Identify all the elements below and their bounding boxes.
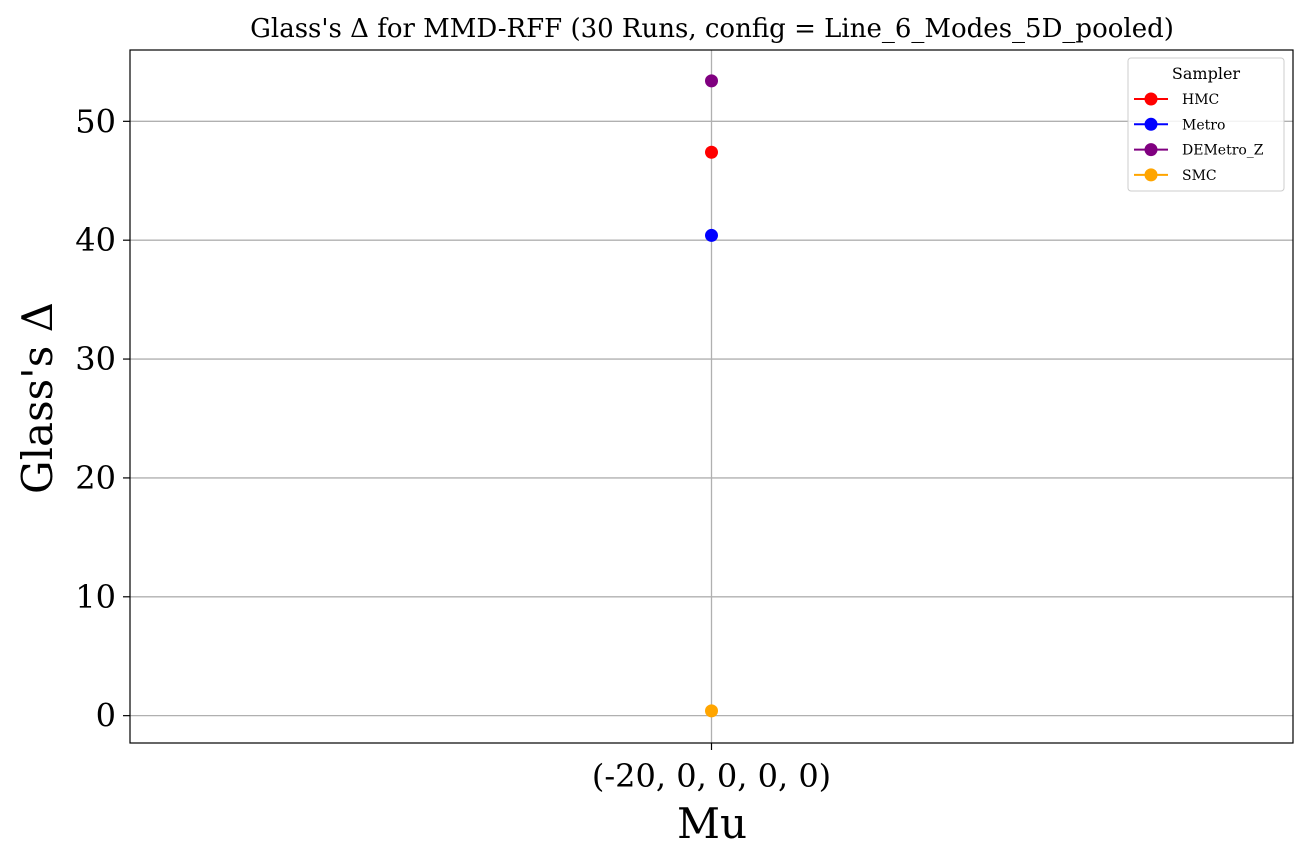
chart-title: Glass's Δ for MMD-RFF (30 Runs, config =… xyxy=(250,14,1174,44)
y-axis-label: Glass's Δ xyxy=(13,302,62,494)
y-axis-ticks: 0 10 20 30 40 50 xyxy=(75,102,130,735)
x-tick-label: (-20, 0, 0, 0, 0) xyxy=(592,757,831,795)
y-tick-label: 50 xyxy=(75,102,116,140)
legend-label-hmc: HMC xyxy=(1182,92,1219,108)
legend-entries: HMC Metro DEMetro_Z SMC xyxy=(1134,92,1264,184)
legend-box xyxy=(1127,57,1285,192)
point-demetro-z xyxy=(705,74,718,88)
legend-marker-demetro-z xyxy=(1144,143,1158,157)
point-metro xyxy=(705,228,718,242)
y-tick-label: 20 xyxy=(75,459,116,497)
legend-marker-smc xyxy=(1144,168,1158,182)
point-smc xyxy=(705,704,718,718)
y-tick-label: 0 xyxy=(96,697,116,735)
y-tick-label: 10 xyxy=(75,578,116,616)
legend: Sampler HMC Metro DEMetro_Z SMC xyxy=(1127,57,1285,192)
y-tick-label: 40 xyxy=(75,221,116,259)
legend-title: Sampler xyxy=(1172,64,1241,83)
y-tick-label: 30 xyxy=(75,340,116,378)
legend-marker-metro xyxy=(1144,117,1158,131)
data-points xyxy=(705,74,718,718)
legend-label-metro: Metro xyxy=(1182,117,1225,133)
x-axis-ticks: (-20, 0, 0, 0, 0) xyxy=(592,743,831,795)
legend-marker-hmc xyxy=(1144,92,1158,106)
point-hmc xyxy=(705,145,718,159)
legend-label-demetro-z: DEMetro_Z xyxy=(1182,143,1264,159)
x-axis-label: Mu xyxy=(677,799,747,848)
legend-label-smc: SMC xyxy=(1182,168,1217,184)
